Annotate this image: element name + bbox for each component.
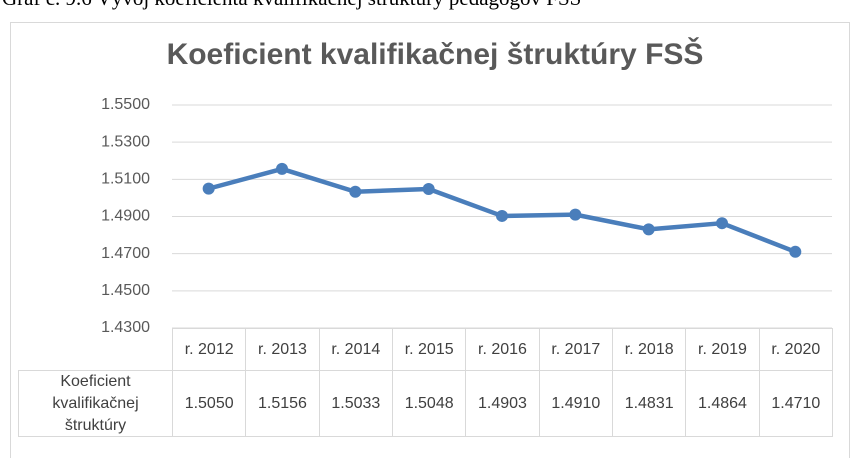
marker (789, 245, 802, 258)
table-value: 1.5050 (172, 370, 247, 437)
table-category: r. 2020 (758, 328, 833, 371)
table-category: r. 2019 (685, 328, 760, 371)
y-tick-label: 1.5100 (101, 171, 150, 188)
table-category: r. 2018 (612, 328, 687, 371)
y-tick-label: 1.4300 (101, 319, 150, 336)
y-tick-label: 1.4500 (101, 282, 150, 299)
marker (496, 209, 508, 222)
y-tick-label: 1.4900 (101, 208, 150, 225)
table-category: r. 2012 (172, 328, 247, 371)
chart-border (10, 22, 850, 458)
table-value: 1.4831 (612, 370, 687, 437)
table-value: 1.5048 (392, 370, 467, 437)
marker (422, 182, 435, 195)
marker (569, 208, 582, 221)
table-category: r. 2014 (318, 328, 393, 371)
table-category: r. 2016 (465, 328, 540, 371)
marker (276, 162, 288, 175)
table-category: r. 2015 (392, 328, 467, 371)
marker (716, 217, 728, 230)
y-tick-label: 1.5300 (101, 133, 150, 150)
y-tick-label: 1.4700 (101, 245, 150, 262)
table-value: 1.4910 (538, 370, 613, 437)
caption: Graf č. 9.6 Vývoj koeficienta kvalifikač… (2, 0, 581, 11)
table-value: 1.4864 (685, 370, 760, 437)
table-category: r. 2013 (245, 328, 320, 371)
table-value: 1.5033 (318, 370, 393, 437)
table-value: 1.4903 (465, 370, 540, 437)
table-category: r. 2017 (538, 328, 613, 371)
marker (349, 185, 362, 198)
marker (642, 223, 655, 236)
table-value: 1.5156 (245, 370, 320, 437)
marker (202, 182, 215, 195)
table-series-name: Koeficient kvalifikačnej štruktúry (18, 370, 173, 437)
table-value: 1.4710 (758, 370, 833, 437)
chart-title: Koeficient kvalifikačnej štruktúry FSŠ (167, 37, 704, 71)
y-tick-label: 1.5500 (101, 96, 150, 113)
